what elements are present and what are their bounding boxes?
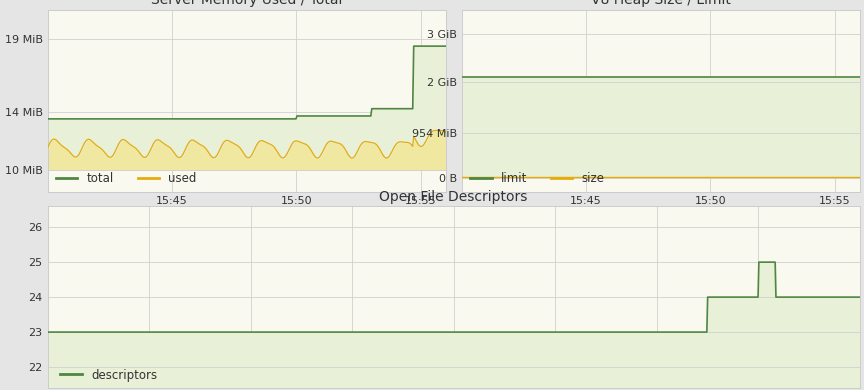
Legend: limit, size: limit, size xyxy=(466,167,609,190)
Legend: total, used: total, used xyxy=(52,167,201,190)
Legend: descriptors: descriptors xyxy=(55,364,162,386)
Title: Server Memory Used / Total: Server Memory Used / Total xyxy=(151,0,342,7)
Title: Open File Descriptors: Open File Descriptors xyxy=(379,190,528,204)
Title: V8 Heap Size / Limit: V8 Heap Size / Limit xyxy=(591,0,731,7)
